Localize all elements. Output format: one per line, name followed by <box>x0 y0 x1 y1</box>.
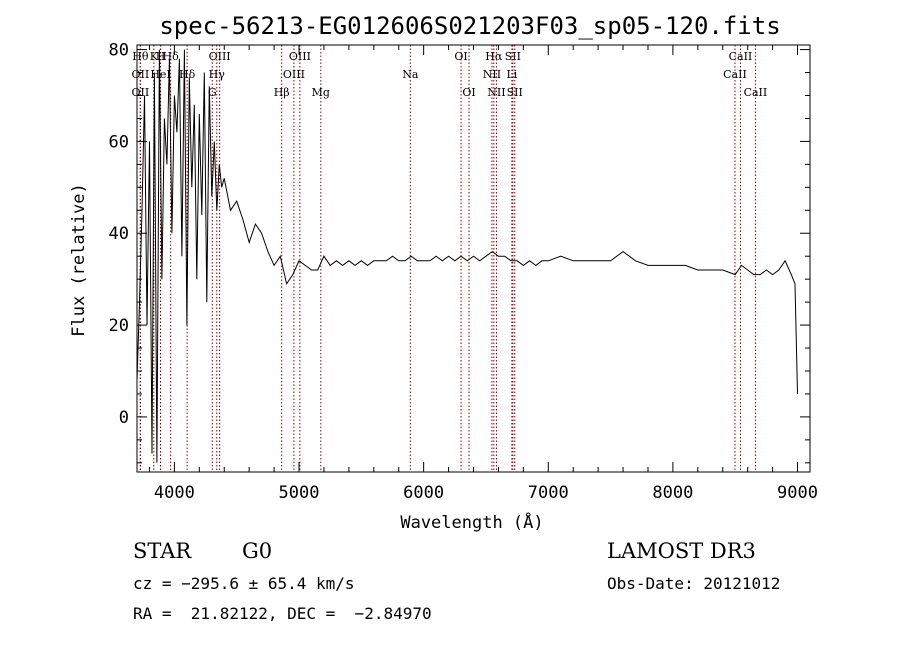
spectral-line-label: Hα <box>485 50 503 63</box>
spectral-line-label: Hγ <box>209 68 226 81</box>
spectral-line-label: G <box>208 86 217 99</box>
spectral-line-label: SII <box>505 50 521 63</box>
spectral-line-label: Na <box>402 68 419 81</box>
object-subclass: G0 <box>242 539 273 563</box>
spectral-line-label: SII <box>507 86 523 99</box>
spectral-line-label: OI <box>462 86 475 99</box>
spectral-line-label: Hδ <box>179 68 196 81</box>
plot-frame <box>136 44 811 473</box>
spectral-line-label: K <box>150 50 159 63</box>
x-tick-label: 6000 <box>403 483 444 503</box>
y-tick-label: 40 <box>109 224 129 244</box>
x-tick-label: 8000 <box>652 483 693 503</box>
spectral-line-label: OI <box>454 50 467 63</box>
spectral-line-label: OIII <box>289 50 311 63</box>
x-tick-label: 7000 <box>528 483 569 503</box>
spectral-line-label: HeI <box>150 68 170 81</box>
spectral-line-label: CaII <box>729 50 753 63</box>
y-axis-label: Flux (relative) <box>69 183 89 337</box>
spectral-line-label: NII <box>487 86 505 99</box>
spectral-line-label: CaII <box>723 68 747 81</box>
x-tick-label: 9000 <box>777 483 818 503</box>
y-tick-label: 60 <box>109 132 129 152</box>
chart-title: spec-56213-EG012606S021203F03_sp05-120.f… <box>159 12 780 40</box>
object-class: STAR <box>133 539 192 563</box>
y-tick-label: 80 <box>109 41 129 61</box>
spectrum-line <box>136 49 798 463</box>
y-tick-label: 0 <box>119 408 129 428</box>
spectral-line-label: CaII <box>744 86 768 99</box>
x-axis-label: Wavelength (Å) <box>400 511 543 533</box>
y-tick-label: 20 <box>109 316 129 336</box>
spectral-line-label: Mg <box>312 86 330 99</box>
x-tick-label: 5000 <box>279 483 320 503</box>
redshift-velocity: cz = −295.6 ± 65.4 km/s <box>133 574 355 593</box>
spectral-line-label: OII <box>132 86 150 99</box>
survey-name: LAMOST DR3 <box>607 539 756 563</box>
spectral-line-label: Hδ <box>163 50 180 63</box>
spectral-line-label: Li <box>506 68 517 81</box>
spectral-line-label: OIII <box>283 68 305 81</box>
spectral-line-label: OIII <box>209 50 231 63</box>
coordinates: RA = 21.82122, DEC = −2.84970 <box>133 604 432 623</box>
spectral-line-label: Hβ <box>274 86 290 99</box>
observation-date: Obs-Date: 20121012 <box>607 574 781 593</box>
x-tick-label: 4000 <box>154 483 195 503</box>
spectral-line-label: NII <box>483 68 501 81</box>
